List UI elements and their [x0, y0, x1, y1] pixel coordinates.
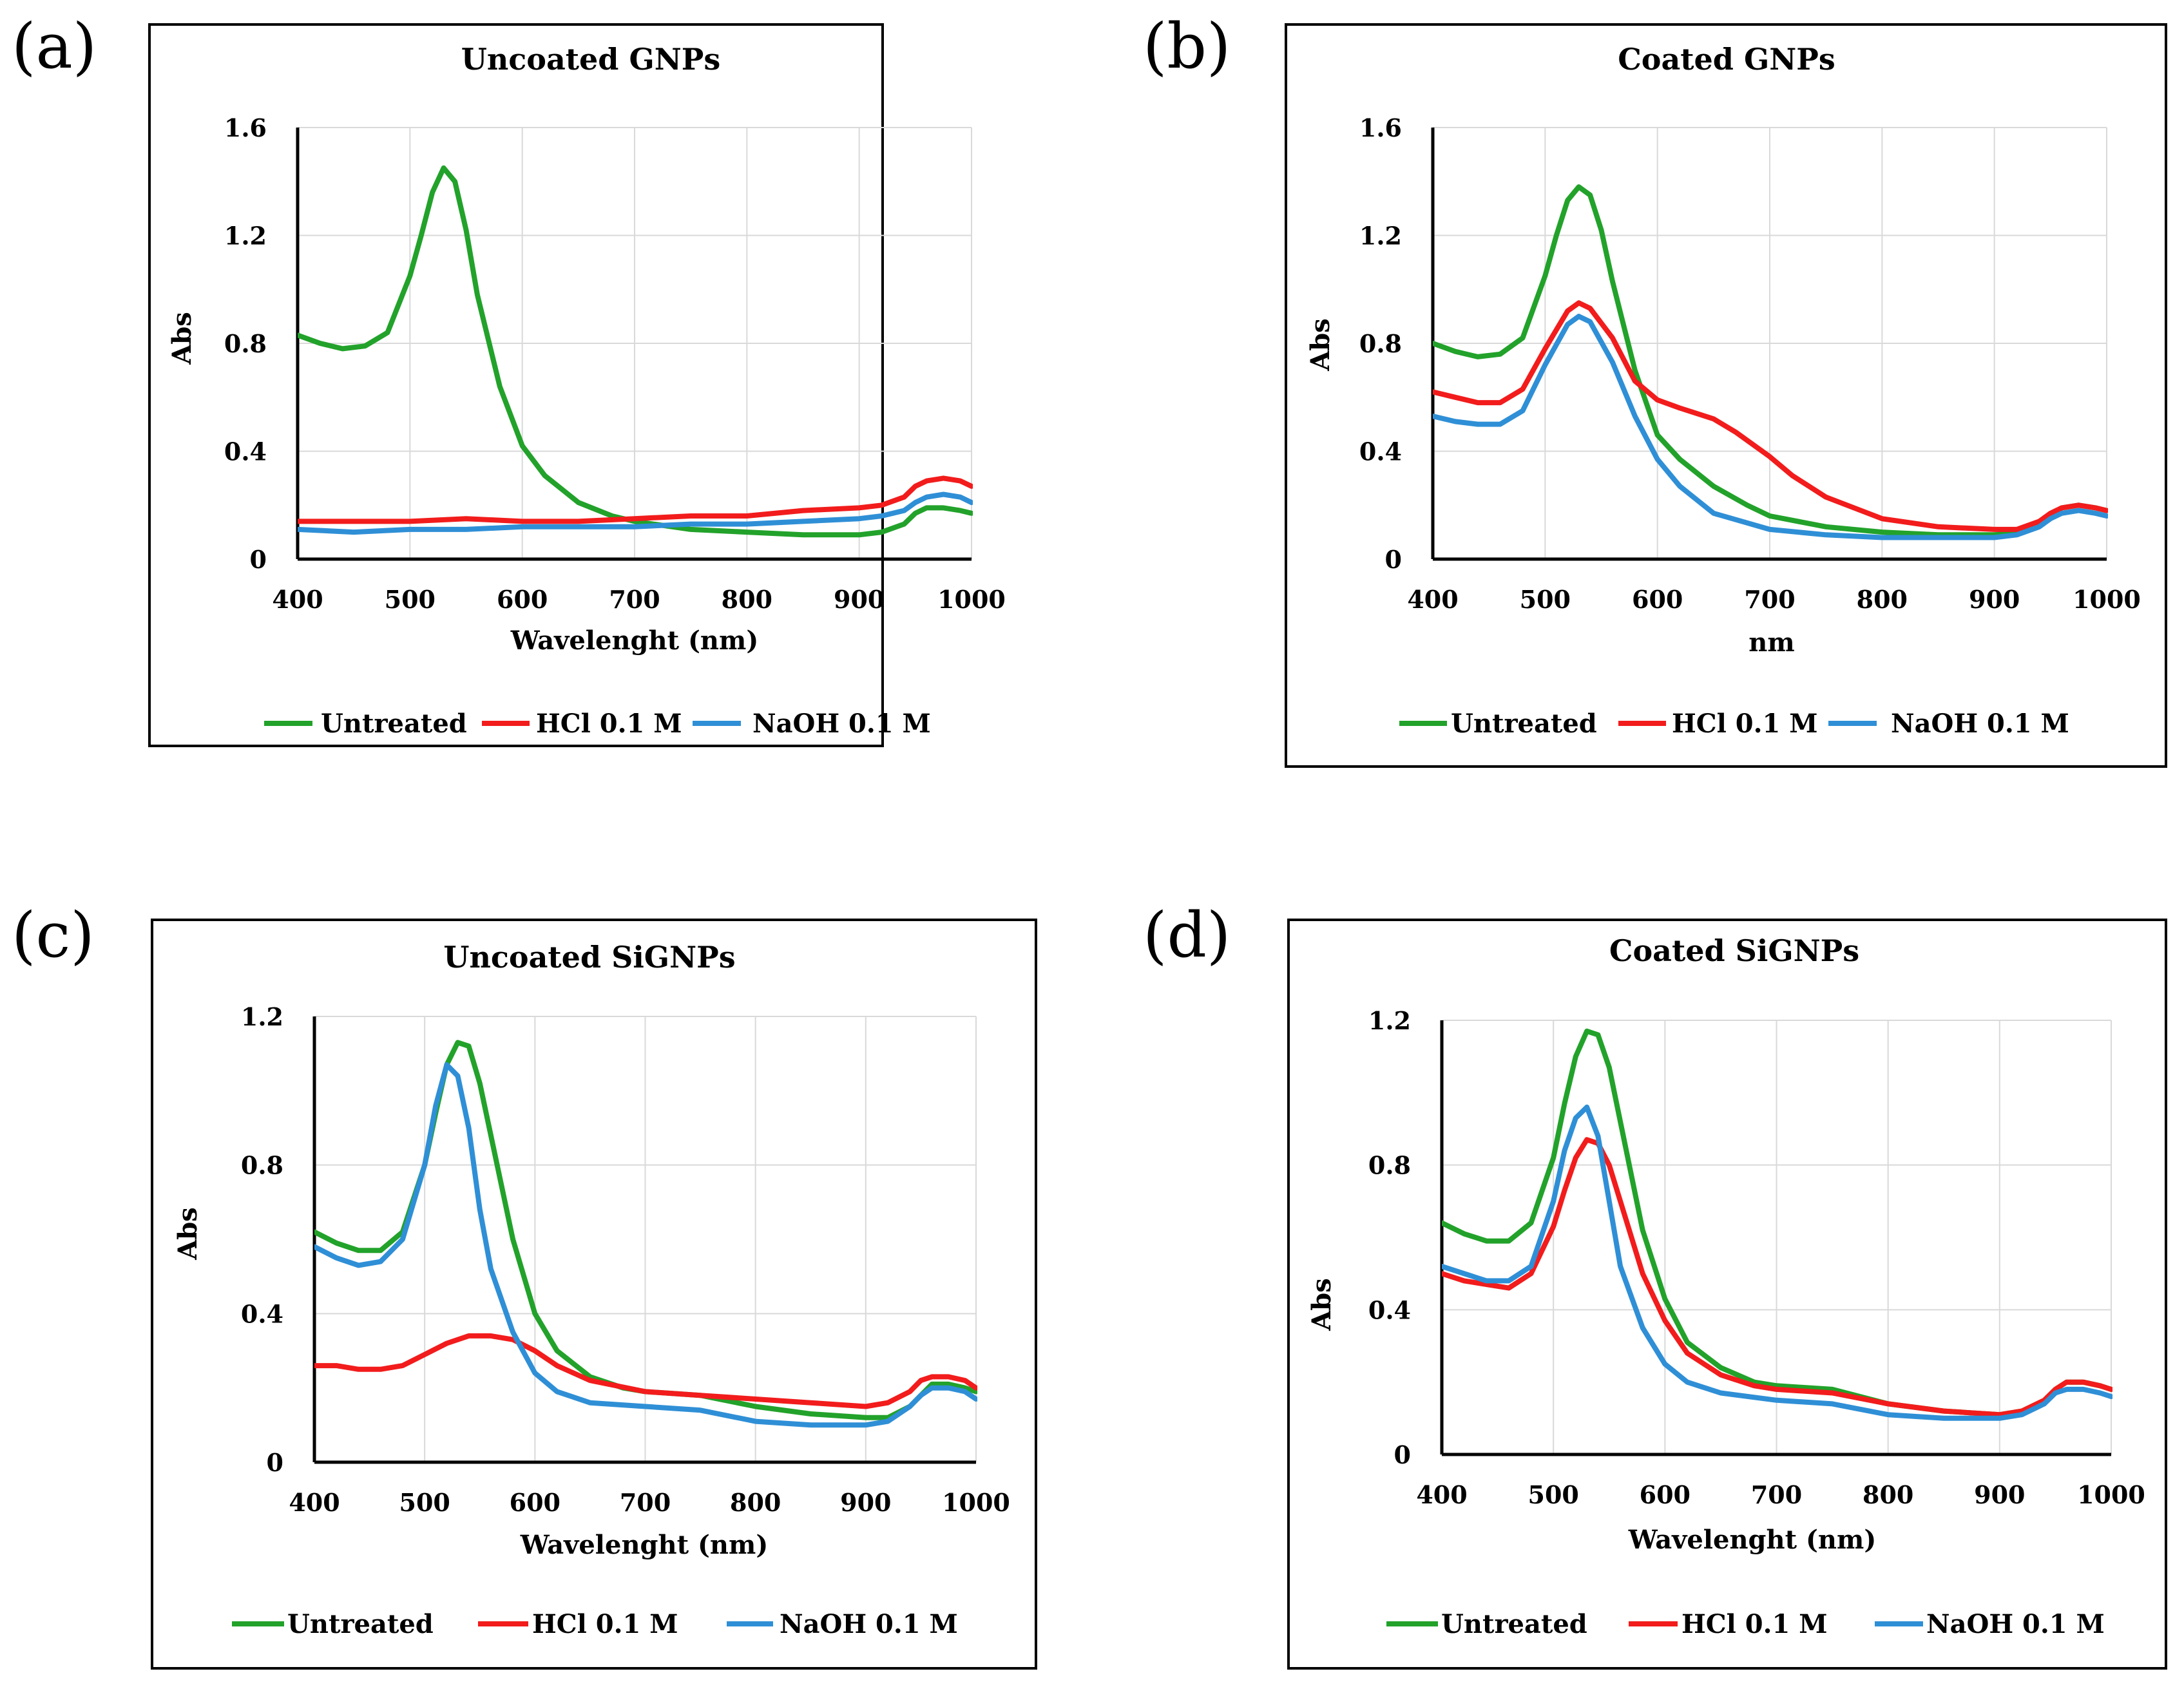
panel-label: (c): [12, 899, 95, 971]
y-tick-label: 1.6: [1359, 113, 1402, 142]
chart-panel-3: (d) Coated SiGNPs 400 500 600 700 800 900 1000 0 0…: [1143, 899, 2167, 1670]
chart-frame: [1287, 919, 2167, 1670]
y-tick-label: 1.2: [224, 222, 267, 251]
x-tick-label: 500: [399, 1488, 450, 1517]
y-tick-label: 0: [1385, 545, 1402, 574]
legend-label-naoh: NaOH 0.1 M: [780, 1609, 958, 1639]
x-tick-label: 1000: [2077, 1480, 2145, 1509]
chart-title: Uncoated GNPs: [461, 42, 721, 77]
x-tick-label: 600: [497, 585, 548, 614]
y-tick-label: 1.6: [224, 113, 267, 142]
legend-label-naoh: NaOH 0.1 M: [1926, 1609, 2105, 1639]
x-tick-label: 1000: [2073, 585, 2141, 614]
series-line-hcl: [1433, 300, 2108, 532]
x-tick-label: 600: [510, 1488, 560, 1517]
y-tick-label: 0: [250, 545, 267, 574]
x-tick-label: 700: [1751, 1480, 1802, 1509]
x-tick-label: 400: [1416, 1480, 1467, 1509]
x-tick-label: 800: [730, 1488, 781, 1517]
x-tick-label: 600: [1640, 1480, 1691, 1509]
y-tick-label: 0.8: [241, 1151, 283, 1180]
series-line-hcl: [298, 475, 973, 524]
series-line-untreated: [298, 165, 973, 538]
chart-panel-1: (b) Coated GNPs 400 500 600 700 800 900 1000 0 0.4…: [1143, 10, 2167, 768]
x-tick-label: 800: [722, 585, 772, 614]
panel-label: (b): [1143, 10, 1231, 82]
x-tick-label: 1000: [937, 585, 1006, 614]
y-axis-label: Abs: [167, 312, 197, 365]
x-axis-label: Wavelenght (nm): [520, 1530, 769, 1560]
x-tick-label: 500: [1520, 585, 1571, 614]
legend-label-hcl: HCl 0.1 M: [1672, 709, 1818, 739]
x-tick-label: 700: [609, 585, 660, 614]
chart-frame: [151, 919, 1037, 1670]
legend-label-untreated: Untreated: [1441, 1609, 1587, 1639]
chart-frame: [148, 23, 884, 747]
series-line-hcl: [314, 1333, 977, 1409]
chart-title: Coated GNPs: [1618, 42, 1835, 77]
y-tick-label: 0.4: [224, 437, 267, 466]
series-line-hcl: [1442, 1137, 2112, 1418]
panel-label: (a): [12, 10, 97, 82]
series-group: [314, 1040, 977, 1428]
x-tick-label: 400: [1407, 585, 1458, 614]
series-line-naoh: [1442, 1104, 2112, 1421]
legend-label-hcl: HCl 0.1 M: [532, 1609, 678, 1639]
x-tick-label: 1000: [942, 1488, 1010, 1517]
legend-label-naoh: NaOH 0.1 M: [752, 709, 931, 739]
x-tick-label: 900: [840, 1488, 891, 1517]
y-axis-label: Abs: [1305, 318, 1336, 372]
panel-label: (d): [1143, 899, 1231, 971]
legend-label-hcl: HCl 0.1 M: [536, 709, 682, 739]
legend-label-untreated: Untreated: [287, 1609, 434, 1639]
y-tick-label: 0.8: [224, 329, 267, 358]
y-tick-label: 0: [267, 1448, 283, 1477]
y-tick-label: 0.8: [1359, 329, 1402, 358]
x-tick-label: 800: [1857, 585, 1908, 614]
legend-label-hcl: HCl 0.1 M: [1681, 1609, 1828, 1639]
chart-panel-0: (a) Uncoated GNPs 400 500 600 700 800 900 1000 0 0…: [12, 10, 1006, 747]
y-tick-label: 1.2: [1359, 222, 1402, 251]
x-tick-label: 900: [1974, 1480, 2025, 1509]
y-axis-label: Abs: [173, 1207, 203, 1261]
chart-title: Coated SiGNPs: [1609, 933, 1859, 968]
y-tick-label: 0: [1394, 1440, 1411, 1469]
series-group: [1433, 184, 2108, 540]
x-tick-label: 500: [1528, 1480, 1579, 1509]
x-tick-label: 700: [1744, 585, 1795, 614]
series-line-naoh: [1433, 314, 2108, 540]
x-tick-label: 900: [834, 585, 885, 614]
series-line-naoh: [298, 491, 973, 535]
x-tick-label: 500: [385, 585, 436, 614]
series-line-naoh: [314, 1062, 977, 1428]
x-tick-label: 400: [289, 1488, 340, 1517]
series-group: [298, 165, 973, 538]
legend-label-untreated: Untreated: [1451, 709, 1597, 739]
x-tick-label: 400: [272, 585, 323, 614]
legend-label-naoh: NaOH 0.1 M: [1891, 709, 2069, 739]
y-tick-label: 0.8: [1368, 1151, 1411, 1180]
x-tick-label: 700: [620, 1488, 671, 1517]
x-tick-label: 600: [1632, 585, 1683, 614]
charts-layer: (a) Uncoated GNPs 400 500 600 700 800 900 1000 0 0…: [12, 10, 2167, 1670]
x-tick-label: 800: [1863, 1480, 1913, 1509]
chart-panel-2: (c) Uncoated SiGNPs 400 500 600 700 800 900 1000…: [12, 899, 1037, 1670]
x-axis-label: Wavelenght (nm): [1628, 1525, 1877, 1555]
y-tick-label: 1.2: [1368, 1006, 1411, 1035]
series-group: [1442, 1028, 2112, 1421]
y-tick-label: 0.4: [1359, 437, 1402, 466]
y-tick-label: 0.4: [241, 1299, 283, 1328]
legend-label-untreated: Untreated: [321, 709, 467, 739]
x-axis-label: nm: [1748, 627, 1794, 658]
chart-title: Uncoated SiGNPs: [443, 940, 735, 975]
chart-frame: [1285, 23, 2167, 768]
x-axis-label: Wavelenght (nm): [510, 625, 759, 656]
y-tick-label: 1.2: [241, 1002, 283, 1031]
y-axis-label: Abs: [1307, 1278, 1337, 1331]
y-tick-label: 0.4: [1368, 1295, 1411, 1324]
x-tick-label: 900: [1969, 585, 2020, 614]
